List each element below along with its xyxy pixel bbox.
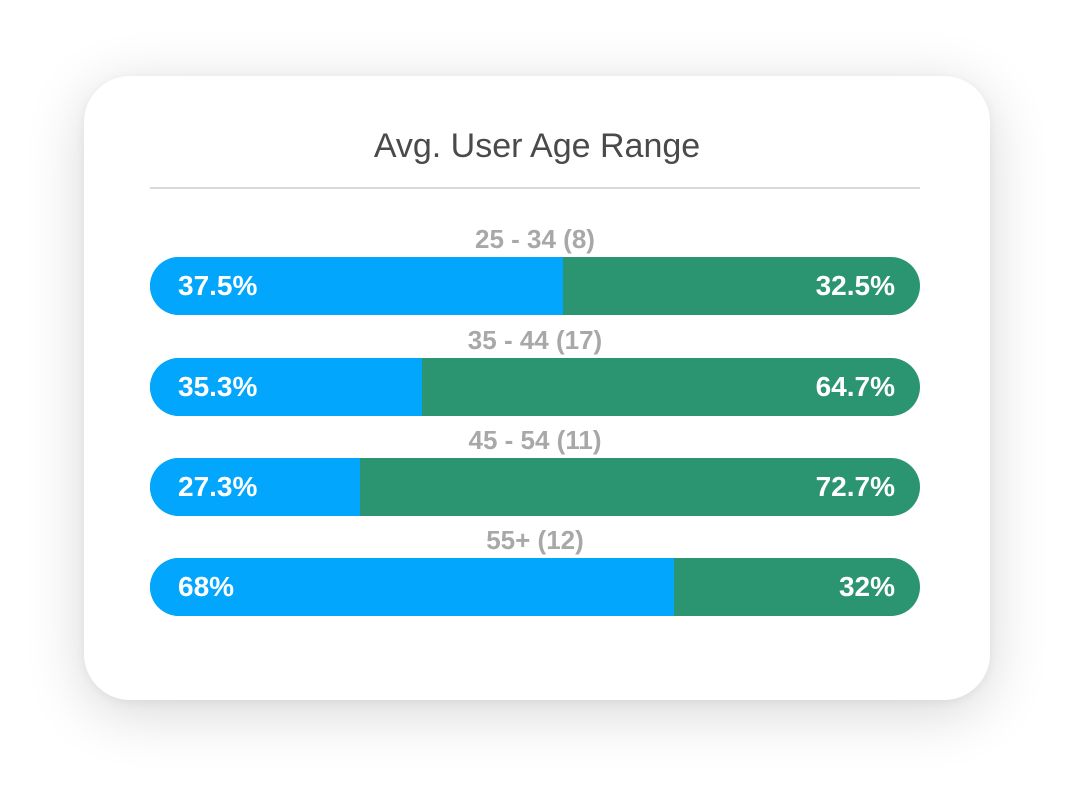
bar-segment-a — [150, 257, 563, 315]
stacked-bar: 27.3% 72.7% — [150, 458, 920, 516]
bar-segment-a — [150, 458, 361, 516]
segment-a-value-label: 37.5% — [178, 270, 258, 301]
stacked-bar: 35.3% 64.7% — [150, 358, 920, 416]
category-label: 35 - 44 (17) — [467, 325, 603, 355]
segment-b-value-label: 64.7% — [815, 371, 895, 402]
bar-segment-a — [150, 558, 674, 616]
chart-card: Avg. User Age Range 25 - 34 (8) 37.5% 32… — [84, 76, 990, 700]
title-divider — [150, 187, 920, 189]
bar-row-55-plus: 55+ (12) 68% 32% — [150, 525, 920, 625]
bar-row-45-54: 45 - 54 (11) 27.3% 72.7% — [150, 425, 920, 525]
category-label: 25 - 34 (8) — [475, 224, 595, 254]
stacked-bar: 37.5% 32.5% — [150, 257, 920, 315]
bar-row-35-44: 35 - 44 (17) 35.3% 64.7% — [150, 325, 920, 425]
segment-b-value-label: 32.5% — [815, 270, 895, 301]
segment-a-value-label: 68% — [178, 571, 235, 602]
chart-title: Avg. User Age Range — [373, 127, 701, 165]
stacked-bar: 68% 32% — [150, 558, 920, 616]
segment-a-value-label: 35.3% — [178, 371, 258, 402]
category-label: 45 - 54 (11) — [468, 425, 602, 455]
bar-row-25-34: 25 - 34 (8) 37.5% 32.5% — [150, 224, 920, 324]
segment-b-value-label: 32% — [838, 571, 895, 602]
segment-a-value-label: 27.3% — [178, 471, 258, 502]
bar-segment-a — [150, 358, 422, 416]
category-label: 55+ (12) — [486, 525, 584, 555]
segment-b-value-label: 72.7% — [815, 471, 895, 502]
